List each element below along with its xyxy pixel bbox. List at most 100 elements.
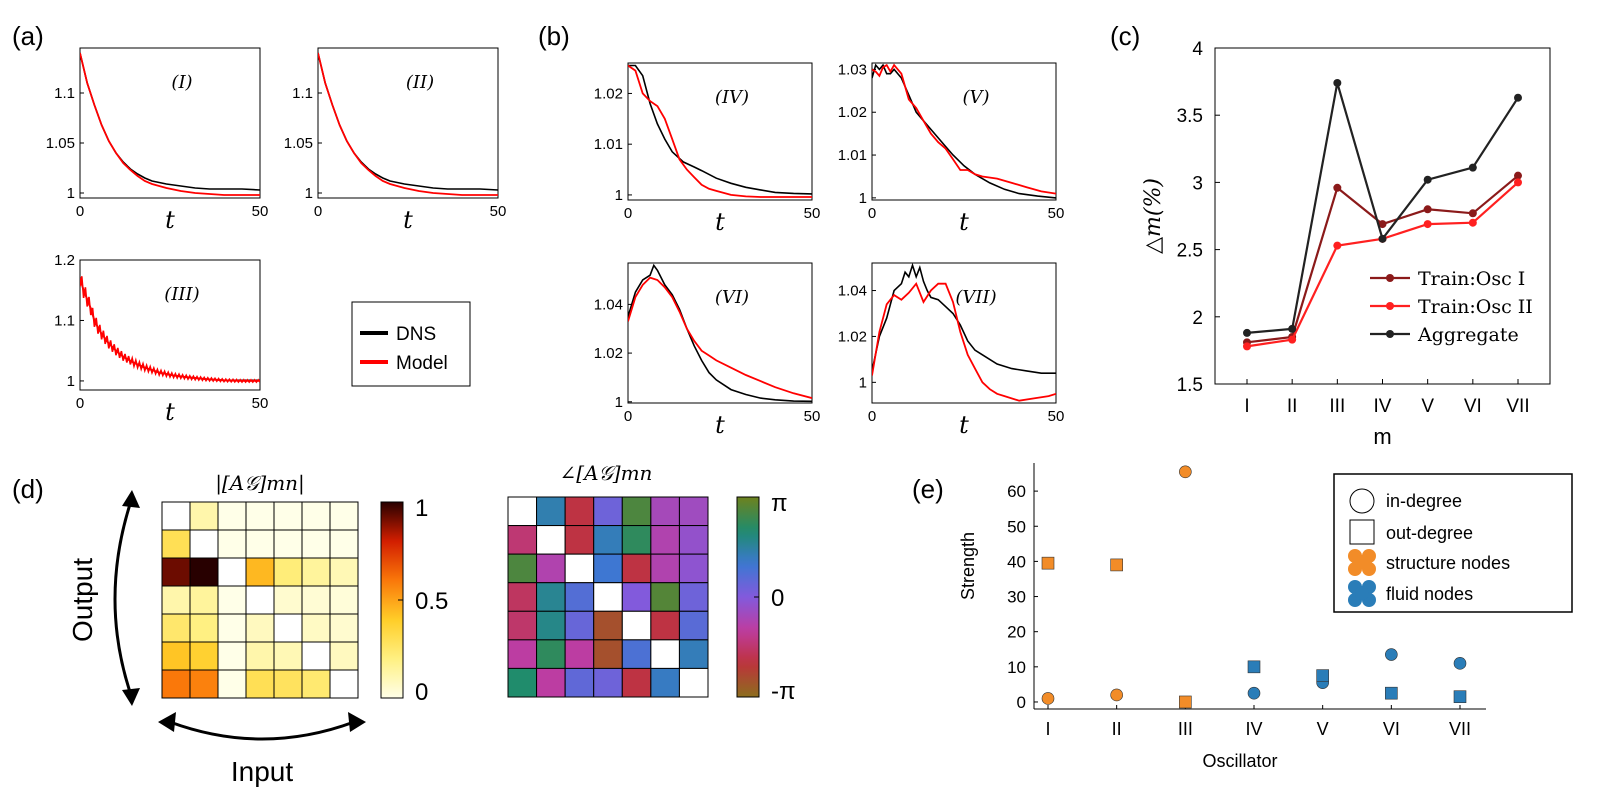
x-tick-label: II <box>1112 719 1122 739</box>
heatmap-cell <box>650 582 680 612</box>
heatmap-cell <box>273 557 303 587</box>
heatmap-cell <box>650 553 680 584</box>
heatmap-cell <box>536 582 566 612</box>
x-tick-label: VI <box>1383 719 1400 739</box>
heatmap-cell <box>564 525 595 555</box>
y-tick-label: 1 <box>305 185 313 202</box>
y-tick-label: 1 <box>67 185 75 202</box>
heatmap-cell <box>593 553 623 584</box>
series-line-model <box>80 52 260 196</box>
y-tick-label: 60 <box>1007 482 1026 501</box>
heatmap-cell <box>189 557 219 587</box>
data-point <box>1378 220 1387 229</box>
data-point <box>1378 234 1387 243</box>
heatmap-cell <box>329 585 359 615</box>
y-tick-label: 1.02 <box>838 328 867 345</box>
out-degree-point <box>1041 556 1055 570</box>
heatmap-cell <box>678 610 709 641</box>
heatmap-cell <box>564 582 595 612</box>
legend-in-label: in-degree <box>1386 491 1462 511</box>
x-tick-label: V <box>1421 396 1434 417</box>
heatmap-cell <box>678 496 709 527</box>
x-tick-label: 50 <box>804 408 821 425</box>
x-axis-label: t <box>959 411 969 439</box>
axes-box <box>79 47 261 199</box>
heatmap-cell <box>189 501 219 531</box>
x-axis-label: t <box>959 208 969 236</box>
panel-label-b: (b) <box>538 21 570 51</box>
x-tick-label: VII <box>1449 719 1471 739</box>
input-arrow <box>169 720 355 741</box>
y-tick-label: 1.2 <box>54 252 75 269</box>
y-tick-label: 10 <box>1007 658 1026 677</box>
data-point <box>1468 209 1477 218</box>
y-tick-label: 1 <box>615 394 623 411</box>
output-arrow <box>113 497 134 699</box>
heatmap-cell <box>593 582 623 612</box>
out-degree-point <box>1110 558 1123 572</box>
axes-box <box>317 47 499 199</box>
x-tick-label: IV <box>1245 719 1262 739</box>
legend-fluid-label: fluid nodes <box>1386 584 1473 604</box>
heatmap-cell <box>650 610 680 641</box>
heatmap-title: |[A𝒢]mn| <box>215 471 305 496</box>
subplot-VII: 1 1.02 1.04 0 50 t (VII) <box>838 262 1065 439</box>
heatmap-cell <box>678 582 709 612</box>
in-degree-point <box>1179 465 1192 479</box>
output-arrowhead-bottom <box>122 688 140 706</box>
heatmap-cell <box>678 639 709 669</box>
heatmap-cell <box>329 641 359 671</box>
heatmap-cell <box>161 529 191 559</box>
x-tick-label: 0 <box>314 203 322 220</box>
heatmap-cell <box>507 525 538 555</box>
legend-marker-1 <box>1386 302 1394 310</box>
y-tick-label: 1.1 <box>54 312 75 329</box>
legend-label-0: Train:Osc I <box>1418 268 1525 290</box>
x-tick-label: II <box>1287 396 1298 417</box>
panel-d-magnitude: 0 0.5 1 |[A𝒢]mn| Output Input <box>67 471 448 787</box>
heatmap-cell <box>507 667 538 698</box>
in-degree-point <box>1453 657 1467 670</box>
output-arrowhead-top <box>122 490 140 508</box>
y-tick-label: 1.05 <box>284 135 313 152</box>
data-point <box>1468 218 1477 227</box>
heatmap-cell <box>507 553 538 584</box>
heatmap-cell <box>564 639 595 669</box>
out-degree-point <box>1453 690 1467 704</box>
series-line-dns <box>872 63 1056 199</box>
heatmap-cell <box>217 529 247 559</box>
heatmap-cell <box>564 610 595 641</box>
heatmap-cell <box>621 525 652 555</box>
heatmap-cell <box>593 610 623 641</box>
y-tick-label: 1.03 <box>838 61 867 78</box>
heatmap-cell <box>678 667 709 698</box>
x-axis-label: t <box>715 208 725 236</box>
heatmap-cell <box>301 613 331 643</box>
data-point <box>1333 241 1342 250</box>
y-tick-label: 50 <box>1007 517 1026 536</box>
subplot-VI: 1 1.02 1.04 0 50 t (VI) <box>594 262 821 439</box>
data-point <box>1288 335 1297 344</box>
heatmap-cell <box>621 667 652 698</box>
y-tick-label: 4 <box>1192 39 1203 60</box>
series-line-model <box>628 64 812 198</box>
data-point <box>1243 342 1251 351</box>
heatmap-cell <box>161 501 191 531</box>
heatmap-cell <box>329 501 359 531</box>
y-tick-label: 1.02 <box>594 345 623 362</box>
legend-dns-label: DNS <box>396 324 436 345</box>
y-tick-label: 3.5 <box>1177 106 1203 127</box>
heatmap-cell <box>161 669 191 699</box>
heatmap-cell <box>564 667 595 698</box>
heatmap-cell <box>536 667 566 698</box>
panel-label-e: (e) <box>912 474 944 504</box>
heatmap-cell <box>329 557 359 587</box>
x-tick-label: 50 <box>252 395 269 412</box>
data-point <box>1423 205 1432 214</box>
in-degree-point <box>1041 692 1055 705</box>
x-tick-label: 50 <box>1048 408 1065 425</box>
data-point <box>1514 93 1522 102</box>
x-tick-label: 0 <box>868 408 876 425</box>
y-axis-label: Output <box>67 558 98 642</box>
x-tick-label: III <box>1329 396 1345 417</box>
